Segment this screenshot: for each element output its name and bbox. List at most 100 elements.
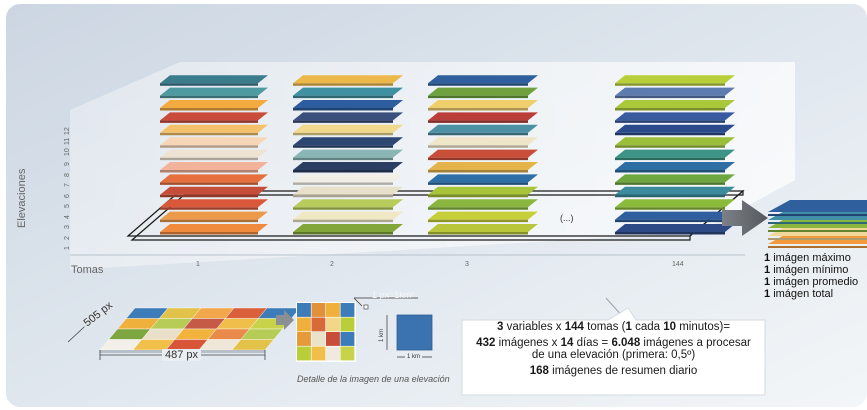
elevation-layer-edge xyxy=(160,83,258,86)
elevation-layer xyxy=(615,162,735,170)
elevation-layer-edge xyxy=(428,207,528,210)
elevation-layer-edge xyxy=(160,170,258,173)
detail-grid-graphic xyxy=(296,302,356,362)
elevation-layer-edge xyxy=(160,232,258,235)
elevation-layer xyxy=(428,211,538,220)
elevation-layer-edge xyxy=(615,108,725,111)
elevation-layer-edge xyxy=(160,207,258,210)
elevation-layer-edge xyxy=(293,83,393,86)
elevation-layer-edge xyxy=(428,132,528,136)
elevation-layer xyxy=(293,199,403,208)
elevation-layer-edge xyxy=(615,182,725,185)
summary-box-bg xyxy=(461,307,766,396)
y-tick-label: 4 xyxy=(64,214,71,219)
detail-cell xyxy=(326,303,340,317)
detail-cell xyxy=(340,346,355,361)
elevation-layer xyxy=(160,124,268,133)
y-tick-label: 2 xyxy=(64,235,71,240)
elevation-layer xyxy=(615,87,735,96)
elevation-layer-edge xyxy=(428,182,528,185)
elevation-layer xyxy=(160,87,268,96)
detail-cell xyxy=(326,332,340,346)
detail-cell xyxy=(311,303,326,317)
elevation-layer xyxy=(428,149,538,158)
x-axis-title: Tomas xyxy=(71,264,104,276)
elevation-stack-4 xyxy=(615,75,735,235)
elevation-layer-edge xyxy=(615,157,725,161)
y-tick-label: 3 xyxy=(64,225,71,229)
summary-item-total: 1 imágen total xyxy=(764,288,834,300)
y-tick-label: 11 xyxy=(64,137,71,145)
elevation-layer xyxy=(615,224,735,232)
y-tick-label: 1 xyxy=(64,246,71,250)
elevation-layer-edge xyxy=(160,194,258,198)
elevation-layer xyxy=(293,124,403,133)
ellipsis-label: (...) xyxy=(560,213,574,223)
summary-layer-edge xyxy=(768,246,867,248)
elevation-layer xyxy=(160,75,268,84)
elevation-layer xyxy=(615,199,735,208)
summary-layer-edge xyxy=(768,222,867,224)
summary-line-2: 432 imágenes x 14 días = 6.048 imágenes … xyxy=(476,337,751,349)
width-dimension-label: 487 px xyxy=(162,349,202,361)
elevation-layer-edge xyxy=(615,120,725,123)
elevation-layer xyxy=(428,137,538,146)
elevation-layer-edge xyxy=(293,145,393,148)
detail-cell xyxy=(311,317,326,332)
summary-line-1: 3 variables x 144 tomas (1 cada 10 minut… xyxy=(496,321,731,333)
elevation-layer xyxy=(160,112,268,121)
elevation-layer xyxy=(428,124,538,133)
elevation-layer xyxy=(428,224,538,232)
x-tick-label: 3 xyxy=(465,261,469,268)
elevation-layer-edge xyxy=(293,132,393,136)
y-tick-label: 6 xyxy=(64,193,71,198)
elevation-layer-edge xyxy=(293,194,393,198)
elevation-layer xyxy=(160,162,268,170)
x-tick-label: 2 xyxy=(330,261,334,268)
elevation-layer-edge xyxy=(428,83,528,86)
elevation-layer xyxy=(293,112,403,121)
detail-cell xyxy=(340,317,355,332)
elevation-layer-edge xyxy=(293,219,393,223)
elevation-layer xyxy=(293,100,403,108)
y-axis-title: Elevaciones xyxy=(16,168,28,228)
elevation-layer-edge xyxy=(615,170,725,173)
elevation-layer-edge xyxy=(293,182,393,185)
elevation-layer-edge xyxy=(160,120,258,123)
detail-cell xyxy=(340,303,355,317)
x-tick-label: 144 xyxy=(672,261,684,268)
detail-cell xyxy=(297,303,311,317)
elevation-layer-edge xyxy=(293,95,393,99)
elevation-layer-edge xyxy=(428,194,528,198)
elevation-layer xyxy=(293,174,403,183)
elevation-layer-edge xyxy=(428,120,528,123)
elevation-layer xyxy=(615,186,735,195)
elevation-layer xyxy=(428,112,538,121)
elevation-layer xyxy=(615,211,735,220)
detail-cell xyxy=(326,346,340,361)
summary-line-4: 168 imágenes de resumen diario xyxy=(529,365,698,377)
km-horizontal-label: 1 km xyxy=(405,354,423,360)
elevation-layer-edge xyxy=(428,170,528,173)
summary-item-min: 1 imágen mínimo xyxy=(764,264,849,276)
y-tick-label: 9 xyxy=(64,162,71,166)
summary-layer xyxy=(768,200,867,212)
elevation-layer-edge xyxy=(428,95,528,99)
detail-cell xyxy=(340,332,355,346)
elevation-layer xyxy=(428,174,538,183)
elevation-layer xyxy=(615,75,735,84)
elevation-layer xyxy=(160,174,268,183)
elevation-layer-edge xyxy=(293,207,393,210)
summary-layer-edge xyxy=(768,214,867,216)
elevation-layer-edge xyxy=(293,157,393,161)
summary-line-3: de una elevación (primera: 0,5º) xyxy=(531,349,696,361)
elevation-layer xyxy=(428,199,538,208)
elevation-stack-3 xyxy=(428,75,538,235)
elevation-layer xyxy=(428,186,538,195)
elevation-layer-edge xyxy=(293,120,393,123)
detail-cell xyxy=(326,317,340,332)
elevation-layer-edge xyxy=(160,219,258,223)
km-vertical-label: 1 km xyxy=(379,328,385,342)
